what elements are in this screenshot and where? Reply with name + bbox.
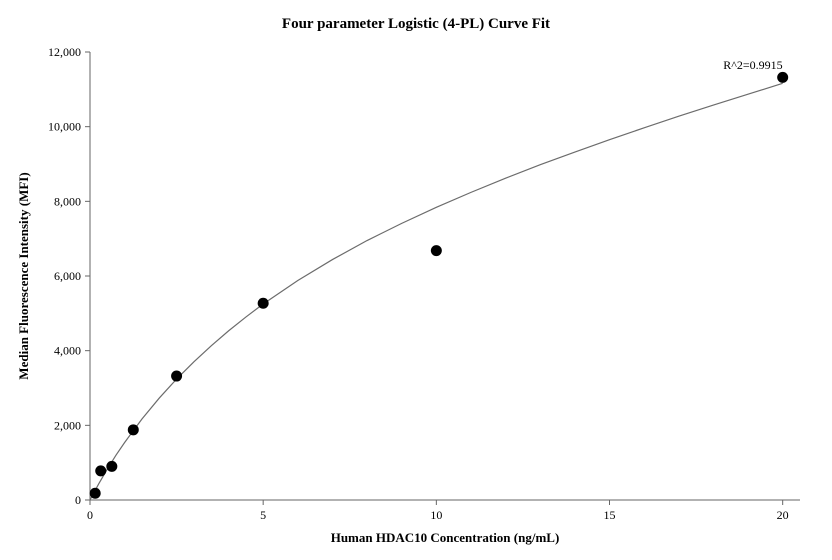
data-point xyxy=(258,298,269,309)
data-point xyxy=(171,371,182,382)
chart-svg: Four parameter Logistic (4-PL) Curve Fit… xyxy=(0,0,832,560)
data-point xyxy=(95,465,106,476)
y-tick-label: 10,000 xyxy=(48,120,81,134)
x-tick-label: 20 xyxy=(777,508,789,522)
y-axis-label: Median Fluorescence Intensity (MFI) xyxy=(16,172,31,379)
y-tick-label: 8,000 xyxy=(54,194,81,208)
x-tick-label: 10 xyxy=(430,508,442,522)
x-tick-label: 5 xyxy=(260,508,266,522)
y-tick-label: 6,000 xyxy=(54,269,81,283)
data-point xyxy=(777,72,788,83)
y-tick-label: 12,000 xyxy=(48,45,81,59)
y-tick-label: 2,000 xyxy=(54,418,81,432)
x-tick-label: 0 xyxy=(87,508,93,522)
y-tick-label: 0 xyxy=(75,493,81,507)
data-point xyxy=(431,245,442,256)
chart-title: Four parameter Logistic (4-PL) Curve Fit xyxy=(282,16,550,32)
y-tick-label: 4,000 xyxy=(54,344,81,358)
r2-annotation: R^2=0.9915 xyxy=(723,58,782,72)
x-tick-label: 15 xyxy=(604,508,616,522)
x-axis-label: Human HDAC10 Concentration (ng/mL) xyxy=(331,530,560,545)
data-point xyxy=(128,424,139,435)
chart-background xyxy=(0,0,832,560)
chart-container: Four parameter Logistic (4-PL) Curve Fit… xyxy=(0,0,832,560)
data-point xyxy=(106,461,117,472)
data-point xyxy=(90,488,101,499)
